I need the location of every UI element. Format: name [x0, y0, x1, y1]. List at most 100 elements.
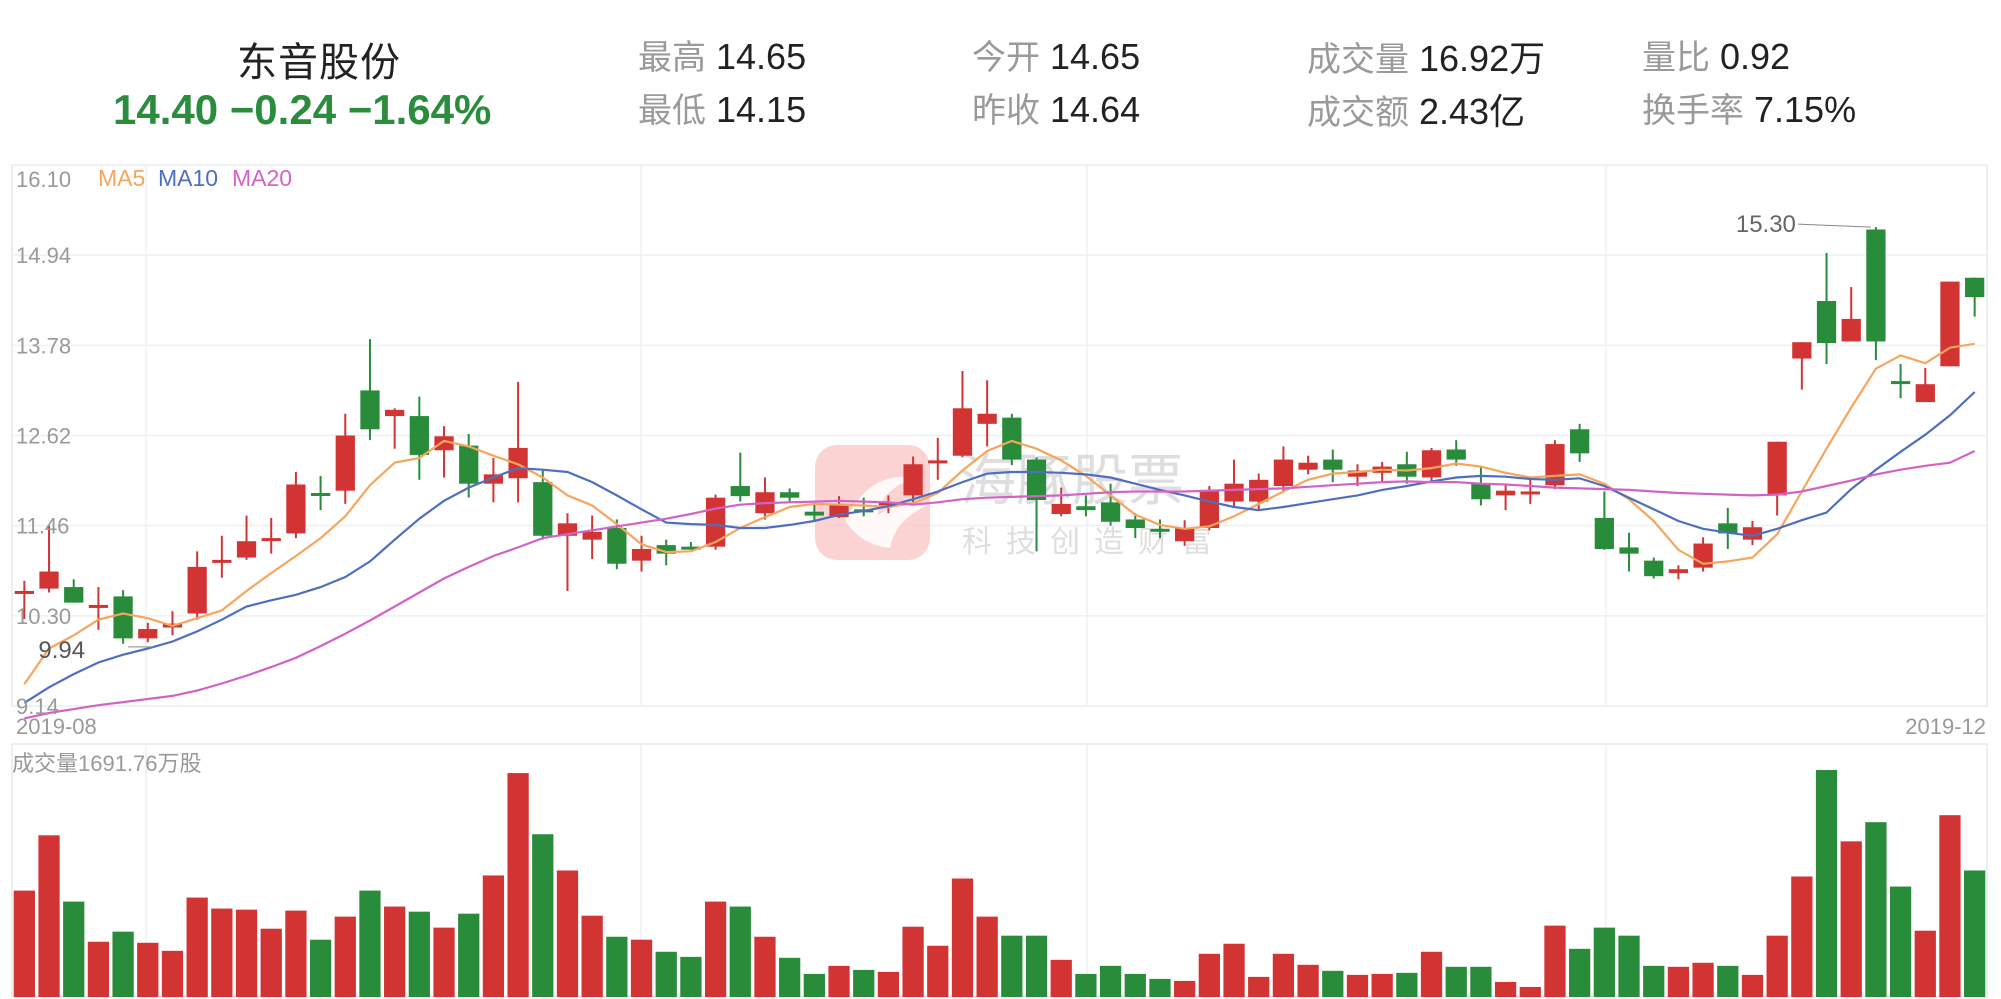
candle-body [1471, 483, 1491, 500]
volume-bar [655, 951, 677, 997]
volume-bar [1297, 964, 1319, 997]
volume-bar [1914, 930, 1936, 997]
candle-body [360, 390, 380, 430]
volume-bar [285, 910, 307, 997]
grid-lines [11, 164, 1988, 707]
candle-body [1002, 417, 1022, 460]
candle-body [1965, 277, 1985, 298]
volume-bar [779, 957, 801, 997]
candle-body [903, 464, 923, 496]
volume-bar [1741, 974, 1764, 997]
candle-body [409, 416, 429, 455]
candle-body [1323, 459, 1343, 470]
volume-bar [63, 901, 85, 997]
stat-open: 今开 14.65 [972, 36, 1141, 78]
y-tick-label: 11.46 [16, 514, 69, 539]
candle-body [1792, 342, 1812, 359]
volume-bar [1470, 966, 1492, 997]
candle-body [878, 502, 899, 506]
volume-bar [309, 939, 332, 997]
max-price-label: 15.30 [1736, 211, 1796, 238]
candle-body [730, 486, 750, 497]
candle-body [1594, 517, 1614, 549]
volume-bar [211, 908, 233, 997]
candle-body [1076, 506, 1096, 511]
legend-ma20: MA20 [232, 165, 292, 191]
volume-bar [1001, 935, 1023, 997]
volume-bar [1322, 970, 1344, 997]
candle-body [607, 527, 627, 564]
volume-bar [630, 939, 653, 997]
candle-body [1199, 489, 1219, 528]
candle-body [483, 474, 504, 484]
stat-volume-ratio: 量比 0.92 [1642, 36, 1791, 78]
volume-bar [13, 890, 35, 997]
stat-turnover: 成交额 2.43亿 [1307, 91, 1526, 133]
candle-body [1224, 483, 1244, 502]
candle-body [1421, 450, 1442, 478]
candle-body [261, 538, 281, 542]
volume-bar [1889, 886, 1912, 997]
candle-body [64, 587, 84, 603]
volume-bar [704, 901, 727, 997]
candle-body [1841, 318, 1861, 342]
candle-body [1718, 523, 1738, 534]
volume-bar [976, 916, 998, 997]
volume-bar [1174, 980, 1196, 997]
legend-ma10: MA10 [158, 165, 218, 191]
volume-bar [902, 926, 924, 997]
volume-title: 成交量1691.76万股 [12, 751, 202, 776]
candle-body [533, 482, 553, 536]
price-change-pct: −1.64% [347, 86, 492, 133]
x-label-end: 2019-12 [1905, 714, 1986, 739]
candle-body [1125, 519, 1145, 528]
volume-bar [1099, 965, 1122, 997]
volume-bar [334, 916, 356, 997]
candle-body [459, 445, 479, 484]
volume-bar [1544, 925, 1566, 997]
volume-bar [877, 971, 900, 997]
candle-body [928, 460, 948, 464]
y-tick-label: 13.78 [16, 333, 71, 358]
y-tick-label: 16.10 [16, 167, 71, 192]
candle-body [1915, 384, 1935, 403]
volume-bar [1692, 962, 1714, 997]
volume-bar [1371, 973, 1393, 997]
volume-bar [927, 945, 949, 997]
volume-bar [235, 909, 258, 997]
volume-bar [260, 928, 282, 997]
candle-body [1644, 560, 1664, 577]
volume-bar [1667, 966, 1690, 997]
candle-body [1273, 459, 1294, 487]
ma-line-ma20 [24, 450, 1976, 720]
volume-bar [1519, 986, 1541, 997]
candle-body [286, 484, 306, 534]
volume-bar [433, 927, 455, 997]
volume-bar [951, 878, 974, 997]
volume-bar [1149, 978, 1171, 997]
volume-bar [1791, 876, 1813, 997]
volume-bar [581, 915, 603, 997]
volume-bar [1025, 935, 1048, 997]
moving-average-lines [23, 342, 1976, 720]
dolphin-icon [845, 476, 928, 548]
candle-body [1347, 470, 1368, 477]
candle-body [582, 531, 602, 540]
candle-body [1668, 569, 1689, 574]
volume-bar [1717, 965, 1739, 997]
volume-bar [1248, 976, 1270, 997]
candle-body [310, 493, 331, 497]
candle-body [1051, 503, 1071, 515]
x-label-start: 2019-08 [16, 714, 97, 739]
y-tick-label: 9.14 [16, 694, 59, 719]
volume-bar [1396, 972, 1418, 997]
price-summary: 14.40 −0.24 −1.64% [113, 86, 491, 134]
volume-bar [161, 950, 184, 997]
volume-bar [458, 913, 480, 997]
ma-line-ma5 [23, 342, 1975, 685]
volume-bar [1569, 948, 1591, 997]
volume-bar [1050, 959, 1072, 997]
stat-turnover-rate: 换手率 7.15% [1642, 89, 1857, 131]
volume-bar [1272, 953, 1295, 997]
